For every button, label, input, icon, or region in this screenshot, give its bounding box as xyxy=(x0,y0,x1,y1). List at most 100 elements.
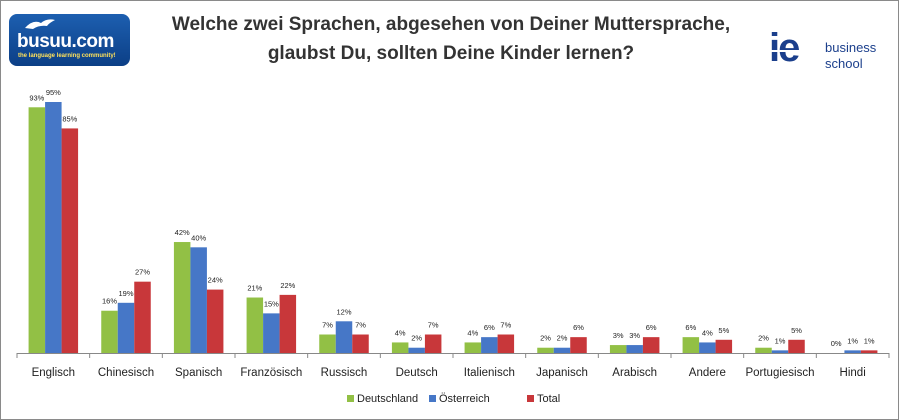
bar-österreich-arabisch xyxy=(626,345,643,353)
data-label: 7% xyxy=(322,321,333,330)
data-label: 0% xyxy=(831,339,842,348)
bar-österreich-englisch xyxy=(45,102,62,353)
data-label: 2% xyxy=(540,334,551,343)
bird-icon xyxy=(25,19,55,29)
data-label: 95% xyxy=(46,88,61,97)
data-label: 1% xyxy=(775,336,786,345)
chart-title: Welche zwei Sprachen, abgesehen von Dein… xyxy=(171,14,731,64)
bar-österreich-russisch xyxy=(335,321,353,353)
bar-österreich-hindi xyxy=(844,350,861,353)
data-label: 4% xyxy=(395,328,406,337)
data-label: 19% xyxy=(118,289,133,298)
bar-österreich-deutsch xyxy=(408,347,425,353)
data-label: 21% xyxy=(247,284,262,293)
bar-deutschland-japanisch xyxy=(537,347,554,353)
category-label: Arabisch xyxy=(612,367,657,379)
legend-swatch-österreich xyxy=(429,395,436,402)
data-label: 15% xyxy=(264,299,279,308)
data-label: 42% xyxy=(175,228,190,237)
bar-deutschland-spanisch xyxy=(173,242,191,353)
bar-deutschland-russisch xyxy=(319,334,336,353)
category-label: Deutsch xyxy=(396,367,438,379)
ie-logo-mark: ie xyxy=(769,26,800,70)
bar-total-französisch xyxy=(279,294,297,353)
bar-deutschland-chinesisch xyxy=(101,310,118,353)
data-label: 6% xyxy=(646,323,657,332)
bar-deutschland-englisch xyxy=(28,107,46,353)
bar-österreich-andere xyxy=(699,342,716,353)
data-label: 24% xyxy=(208,276,223,285)
data-label: 4% xyxy=(467,328,478,337)
bar-total-deutsch xyxy=(424,334,442,353)
data-label: 6% xyxy=(685,323,696,332)
data-label: 3% xyxy=(613,331,624,340)
data-label: 5% xyxy=(718,326,729,335)
data-label: 6% xyxy=(573,323,584,332)
bar-österreich-italienisch xyxy=(481,337,498,353)
bar-total-italienisch xyxy=(497,334,515,353)
data-label: 2% xyxy=(557,334,568,343)
bar-total-andere xyxy=(715,339,733,353)
bar-total-hindi xyxy=(860,350,878,353)
bar-total-japanisch xyxy=(570,337,587,353)
bar-deutschland-andere xyxy=(682,337,700,353)
data-label: 7% xyxy=(500,321,511,330)
ie-logo-line2: school xyxy=(825,56,863,71)
legend-label: Total xyxy=(537,393,560,405)
data-label: 40% xyxy=(191,233,206,242)
data-label: 7% xyxy=(428,321,439,330)
bar-total-chinesisch xyxy=(134,281,151,353)
bar-österreich-portugiesisch xyxy=(771,350,789,353)
bar-total-russisch xyxy=(352,334,369,353)
category-label: Chinesisch xyxy=(98,367,154,379)
bar-total-arabisch xyxy=(642,337,660,353)
data-label: 27% xyxy=(135,268,150,277)
data-label: 2% xyxy=(758,334,769,343)
data-label: 4% xyxy=(702,328,713,337)
data-label: 1% xyxy=(864,336,875,345)
bar-deutschland-portugiesisch xyxy=(755,347,772,353)
bar-deutschland-arabisch xyxy=(609,345,627,353)
bar-österreich-chinesisch xyxy=(117,302,135,353)
bar-österreich-spanisch xyxy=(190,247,207,353)
bar-deutschland-italienisch xyxy=(464,342,482,353)
bar-total-spanisch xyxy=(206,289,224,353)
data-label: 5% xyxy=(791,326,802,335)
ie-business-school-logo: ie business school xyxy=(769,28,887,76)
category-label: Andere xyxy=(689,367,726,379)
busuu-logo-name: busuu.com xyxy=(17,31,114,52)
data-label: 93% xyxy=(29,93,44,102)
bar-deutschland-französisch xyxy=(246,297,264,353)
busuu-logo: busuu.com the language learning communit… xyxy=(9,14,130,66)
data-label: 22% xyxy=(280,281,295,290)
bar-österreich-französisch xyxy=(263,313,280,353)
category-label: Hindi xyxy=(840,367,866,379)
bar-deutschland-deutsch xyxy=(391,342,409,353)
legend-swatch-total xyxy=(527,395,534,402)
data-label: 85% xyxy=(62,114,77,123)
category-label: Spanisch xyxy=(175,367,222,379)
data-label: 3% xyxy=(629,331,640,340)
category-label: Englisch xyxy=(32,367,75,379)
category-label: Japanisch xyxy=(536,367,588,379)
data-label: 6% xyxy=(484,323,495,332)
ie-logo-line1: business xyxy=(825,40,877,55)
category-label: Portugiesisch xyxy=(745,367,814,379)
category-label: Französisch xyxy=(240,367,302,379)
ie-logo-stripe xyxy=(769,50,827,52)
data-label: 7% xyxy=(355,321,366,330)
category-label: Italienisch xyxy=(464,367,515,379)
category-label: Russisch xyxy=(321,367,368,379)
legend-label: Österreich xyxy=(439,393,490,405)
legend-label: Deutschland xyxy=(357,393,418,405)
data-label: 16% xyxy=(102,297,117,306)
busuu-logo-tagline: the language learning community! xyxy=(18,53,116,59)
data-label: 2% xyxy=(411,334,422,343)
data-label: 12% xyxy=(336,307,351,316)
bar-österreich-japanisch xyxy=(553,347,571,353)
bar-total-portugiesisch xyxy=(788,339,805,353)
legend-swatch-deutschland xyxy=(347,395,354,402)
data-label: 1% xyxy=(847,336,858,345)
